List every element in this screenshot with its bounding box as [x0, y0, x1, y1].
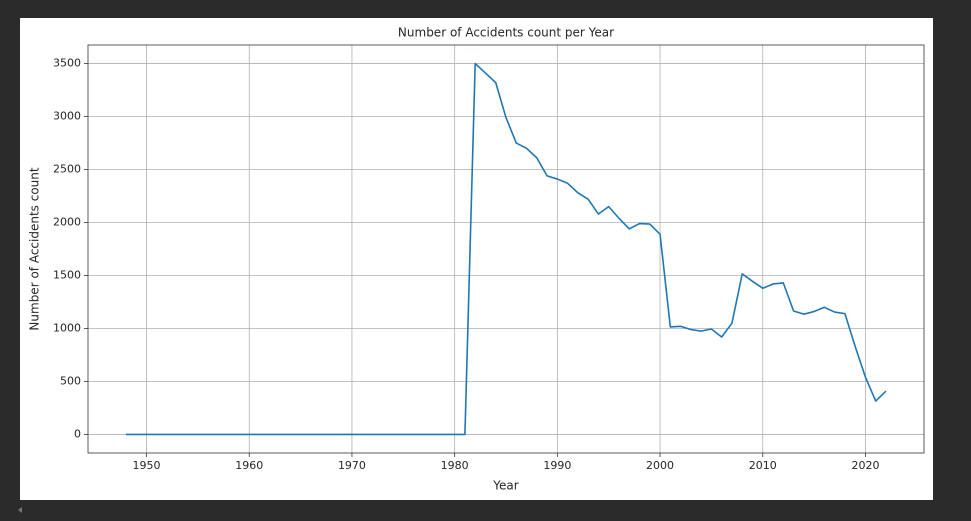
- y-tick-label: 0: [74, 427, 81, 440]
- x-tick-label: 2020: [851, 459, 879, 472]
- y-tick-label: 1500: [53, 268, 81, 281]
- y-tick-label: 3500: [53, 57, 81, 70]
- y-tick-label: 1000: [53, 321, 81, 334]
- data-line: [126, 62, 887, 436]
- y-tick-label: 2000: [53, 216, 81, 229]
- x-tick-label: 1950: [133, 459, 161, 472]
- scroll-arrow[interactable]: [18, 507, 22, 513]
- x-tick-label: 2010: [749, 459, 777, 472]
- y-tick-label: 500: [60, 374, 81, 387]
- x-tick-label: 2000: [646, 459, 674, 472]
- x-tick-label: 1970: [338, 459, 366, 472]
- x-tick-label: 1990: [543, 459, 571, 472]
- axes-frame: [87, 44, 925, 454]
- x-axis-label: Year: [492, 479, 518, 493]
- y-tick-label: 2500: [53, 163, 81, 176]
- x-tick-label: 1980: [441, 459, 469, 472]
- y-tick-label: 3000: [53, 110, 81, 123]
- chart-title: Number of Accidents count per Year: [398, 26, 614, 40]
- figure-background: [20, 18, 933, 500]
- x-tick-label: 1960: [235, 459, 263, 472]
- y-axis-label: Number of Accidents count: [28, 167, 42, 330]
